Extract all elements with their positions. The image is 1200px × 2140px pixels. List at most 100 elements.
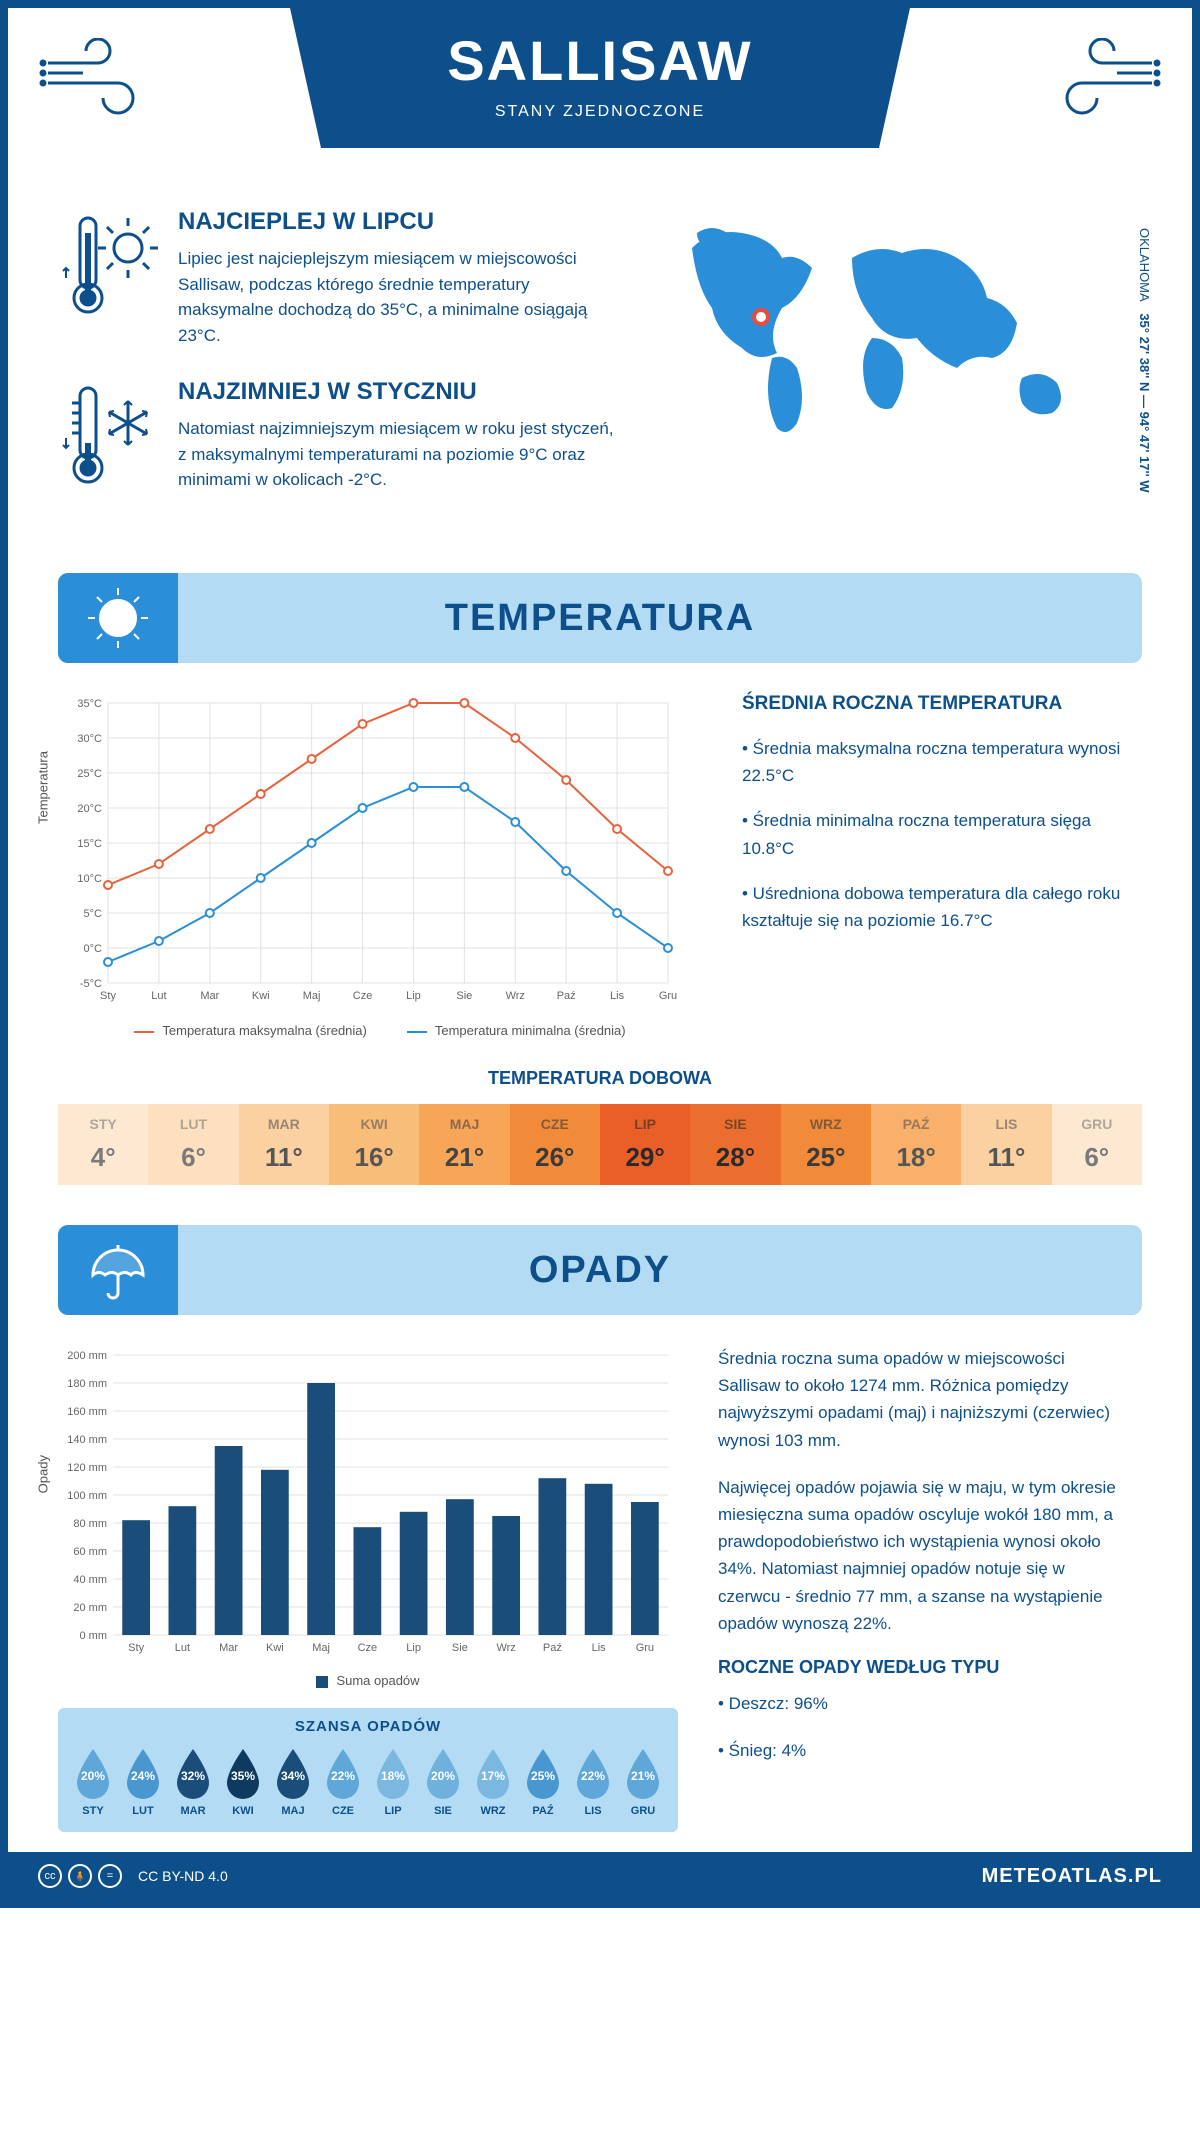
svg-text:Wrz: Wrz <box>506 990 525 1002</box>
thermometer-cold-icon <box>58 378 158 503</box>
precip-body: Opady 0 mm20 mm40 mm60 mm80 mm100 mm120 … <box>58 1345 1142 1832</box>
drop-item: 22%LIS <box>569 1747 617 1817</box>
svg-text:80 mm: 80 mm <box>73 1518 107 1530</box>
hot-fact: NAJCIEPLEJ W LIPCU Lipiec jest najcieple… <box>58 208 622 348</box>
precip-chance-panel: SZANSA OPADÓW 20%STY24%LUT32%MAR35%KWI34… <box>58 1708 678 1832</box>
svg-text:Kwi: Kwi <box>266 1642 284 1654</box>
country-subtitle: STANY ZJEDNOCZONE <box>290 103 910 121</box>
svg-text:Gru: Gru <box>659 990 677 1002</box>
svg-text:200 mm: 200 mm <box>67 1350 107 1362</box>
raindrop-icon: 21% <box>622 1747 664 1799</box>
location-marker-icon <box>752 308 770 326</box>
raindrop-icon: 18% <box>372 1747 414 1799</box>
svg-text:35°C: 35°C <box>77 698 102 710</box>
temp-chart-area: Temperatura -5°C0°C5°C10°C15°C20°C25°C30… <box>58 693 702 1038</box>
footer: cc 🧍 = CC BY-ND 4.0 METEOATLAS.PL <box>8 1852 1192 1900</box>
cold-fact-text: NAJZIMNIEJ W STYCZNIU Natomiast najzimni… <box>178 378 622 503</box>
svg-text:Sty: Sty <box>128 1642 144 1654</box>
precip-bar-chart: Opady 0 mm20 mm40 mm60 mm80 mm100 mm120 … <box>58 1345 678 1665</box>
daily-temp-heatmap: STY4°LUT6°MAR11°KWI16°MAJ21°CZE26°LIP29°… <box>58 1104 1142 1185</box>
header-banner: SALLISAW STANY ZJEDNOCZONE <box>290 8 910 148</box>
precip-snow: • Śnieg: 4% <box>718 1737 1118 1764</box>
raindrop-icon: 20% <box>422 1747 464 1799</box>
svg-text:Paź: Paź <box>557 990 576 1002</box>
heat-cell: LIP29° <box>600 1104 690 1185</box>
drop-item: 20%STY <box>69 1747 117 1817</box>
temp-info-title: ŚREDNIA ROCZNA TEMPERATURA <box>742 693 1142 715</box>
heat-cell: KWI16° <box>329 1104 419 1185</box>
temperature-line-chart: Temperatura -5°C0°C5°C10°C15°C20°C25°C30… <box>58 693 678 1013</box>
sun-icon <box>58 573 178 663</box>
svg-text:-5°C: -5°C <box>80 978 102 990</box>
heat-cell: MAR11° <box>239 1104 329 1185</box>
raindrop-icon: 22% <box>322 1747 364 1799</box>
precip-chance-drops: 20%STY24%LUT32%MAR35%KWI34%MAJ22%CZE18%L… <box>68 1747 668 1817</box>
raindrop-icon: 35% <box>222 1747 264 1799</box>
drop-item: 17%WRZ <box>469 1747 517 1817</box>
raindrop-icon: 20% <box>72 1747 114 1799</box>
wind-icon <box>38 38 158 118</box>
svg-text:5°C: 5°C <box>84 908 103 920</box>
city-title: SALLISAW <box>290 28 910 93</box>
svg-text:Lis: Lis <box>592 1642 607 1654</box>
heat-cell: LIS11° <box>961 1104 1051 1185</box>
svg-text:Sie: Sie <box>456 990 472 1002</box>
temp-bullet: • Uśredniona dobowa temperatura dla całe… <box>742 880 1142 934</box>
raindrop-icon: 32% <box>172 1747 214 1799</box>
svg-text:Sty: Sty <box>100 990 116 1002</box>
precip-info: Średnia roczna suma opadów w miejscowośc… <box>718 1345 1118 1832</box>
temp-bullet: • Średnia minimalna roczna temperatura s… <box>742 807 1142 861</box>
heat-cell: MAJ21° <box>419 1104 509 1185</box>
temperature-body: Temperatura -5°C0°C5°C10°C15°C20°C25°C30… <box>58 693 1142 1038</box>
temperature-section-header: TEMPERATURA <box>58 573 1142 663</box>
license-block: cc 🧍 = CC BY-ND 4.0 <box>38 1864 228 1888</box>
cold-body: Natomiast najzimniejszym miesiącem w rok… <box>178 416 622 493</box>
precip-section-title: OPADY <box>529 1249 671 1292</box>
umbrella-icon <box>58 1225 178 1315</box>
svg-text:Maj: Maj <box>312 1642 330 1654</box>
cold-fact: NAJZIMNIEJ W STYCZNIU Natomiast najzimni… <box>58 378 622 503</box>
wind-icon <box>1042 38 1162 118</box>
thermometer-hot-icon <box>58 208 158 348</box>
drop-item: 22%CZE <box>319 1747 367 1817</box>
svg-text:140 mm: 140 mm <box>67 1434 107 1446</box>
temp-legend: Temperatura maksymalna (średnia) Tempera… <box>58 1023 702 1038</box>
svg-text:25°C: 25°C <box>77 768 102 780</box>
nd-icon: = <box>98 1864 122 1888</box>
svg-text:Wrz: Wrz <box>496 1642 515 1654</box>
precip-left-column: Opady 0 mm20 mm40 mm60 mm80 mm100 mm120 … <box>58 1345 678 1832</box>
svg-text:Cze: Cze <box>358 1642 378 1654</box>
lat-lon: 35° 27' 38'' N — 94° 47' 17'' W <box>1137 313 1152 492</box>
svg-text:Maj: Maj <box>303 990 321 1002</box>
drop-item: 21%GRU <box>619 1747 667 1817</box>
hot-fact-text: NAJCIEPLEJ W LIPCU Lipiec jest najcieple… <box>178 208 622 348</box>
world-map-icon <box>662 208 1102 448</box>
svg-text:180 mm: 180 mm <box>67 1378 107 1390</box>
raindrop-icon: 34% <box>272 1747 314 1799</box>
svg-text:Lip: Lip <box>406 1642 421 1654</box>
temp-y-label: Temperatura <box>36 751 51 824</box>
svg-text:Mar: Mar <box>219 1642 238 1654</box>
heat-cell: CZE26° <box>510 1104 600 1185</box>
site-name: METEOATLAS.PL <box>982 1865 1162 1888</box>
svg-text:Lip: Lip <box>406 990 421 1002</box>
precip-legend: Suma opadów <box>58 1673 678 1688</box>
svg-text:30°C: 30°C <box>77 733 102 745</box>
drop-item: 34%MAJ <box>269 1747 317 1817</box>
raindrop-icon: 17% <box>472 1747 514 1799</box>
heat-cell: LUT6° <box>148 1104 238 1185</box>
facts-column: NAJCIEPLEJ W LIPCU Lipiec jest najcieple… <box>58 208 622 533</box>
svg-text:Mar: Mar <box>200 990 219 1002</box>
heat-cell: WRZ25° <box>781 1104 871 1185</box>
svg-text:160 mm: 160 mm <box>67 1406 107 1418</box>
legend-max: Temperatura maksymalna (średnia) <box>134 1023 366 1038</box>
infographic-frame: SALLISAW STANY ZJEDNOCZONE NAJCIEPLEJ W … <box>0 0 1200 1908</box>
svg-text:60 mm: 60 mm <box>73 1546 107 1558</box>
precip-rain: • Deszcz: 96% <box>718 1690 1118 1717</box>
svg-text:Lut: Lut <box>151 990 166 1002</box>
raindrop-icon: 25% <box>522 1747 564 1799</box>
intro-section: NAJCIEPLEJ W LIPCU Lipiec jest najcieple… <box>58 208 1142 533</box>
header: SALLISAW STANY ZJEDNOCZONE <box>8 8 1192 178</box>
raindrop-icon: 22% <box>572 1747 614 1799</box>
drop-item: 32%MAR <box>169 1747 217 1817</box>
